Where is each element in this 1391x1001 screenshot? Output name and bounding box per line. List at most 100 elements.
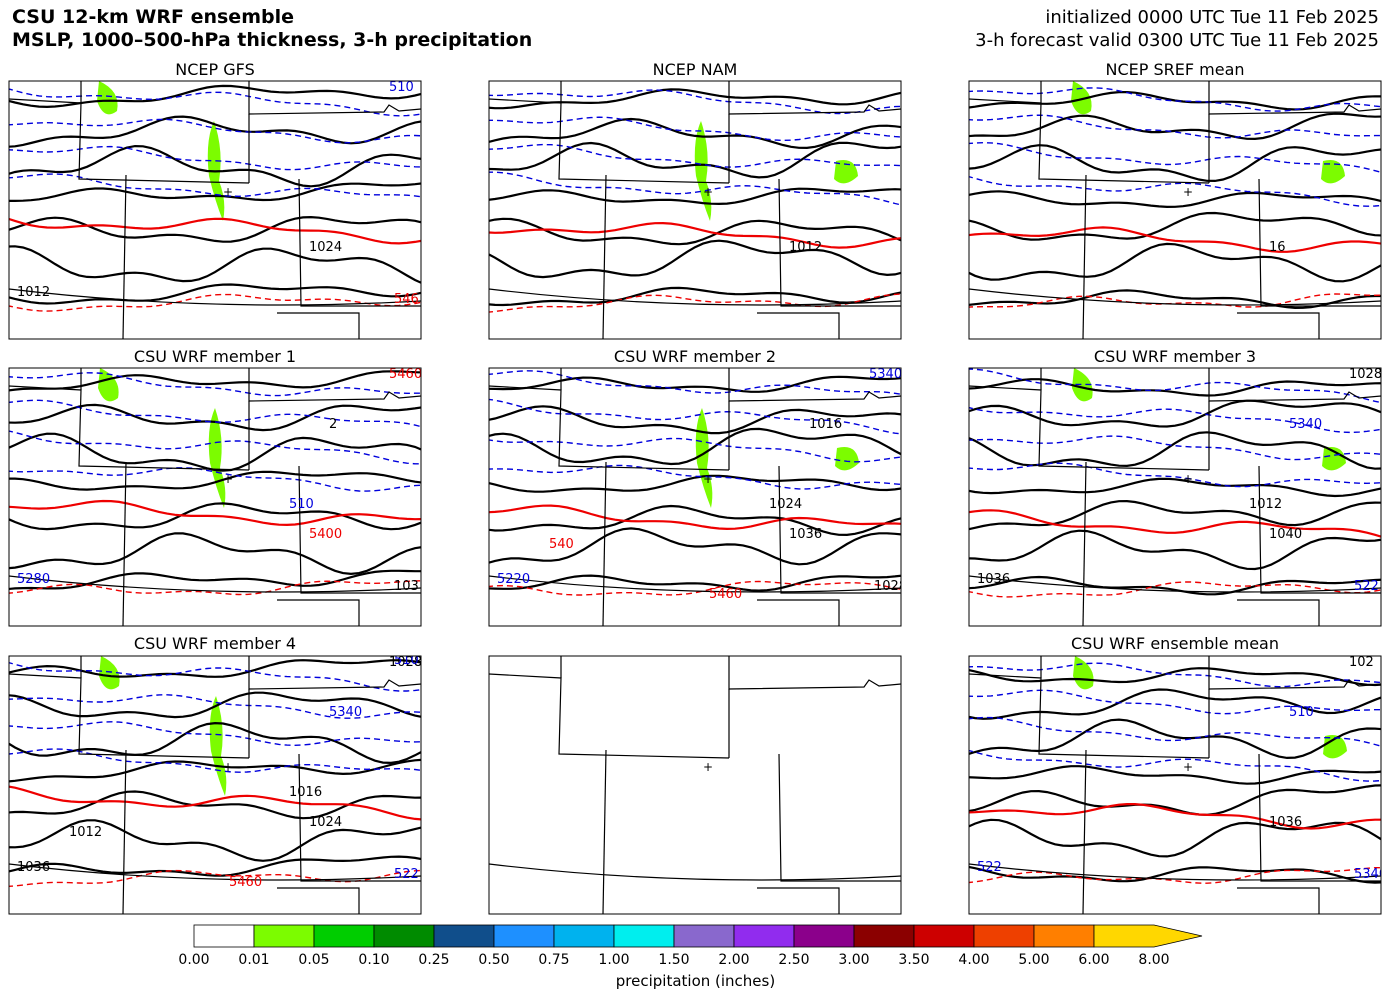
state-border [778,753,901,882]
isobar [9,721,421,765]
isobar [9,215,421,243]
precip-area [694,121,712,221]
state-border [489,385,730,471]
thickness-contour-cold [969,689,1381,715]
isobar [9,758,421,783]
precip-area [98,368,119,402]
panel-frame [8,80,422,340]
isobar [969,242,1381,283]
precip-area [1073,656,1094,690]
contour-label: 510 [1289,705,1314,720]
contour-label: 5340 [869,367,902,382]
state-border [1237,599,1320,626]
precip-area [208,408,226,508]
isobar [969,784,1381,816]
colorbar-swatch [433,924,495,948]
contour-label: 510 [389,80,414,95]
state-border [489,863,901,881]
state-border [9,98,250,184]
state-border [122,749,127,914]
precip-area [97,81,118,115]
state-border [298,753,421,882]
colorbar-tick-label: 0.00 [178,952,210,968]
isobar [489,217,901,246]
isobar [9,432,421,472]
contour-label: 522 [1354,579,1379,594]
valid-time: 3-h forecast valid 0300 UTC Tue 11 Feb 2… [975,30,1379,51]
contour-label: 522 [394,867,419,882]
isobar [489,239,901,279]
colorbar-swatch [193,924,255,948]
isobar [9,569,421,591]
isobar [9,144,421,188]
contour-label: 103 [394,579,419,594]
thickness-contour-warm [969,866,1381,884]
thickness-contour-cold [969,716,1381,747]
contour-label: 1012 [17,285,50,300]
isobar [489,375,901,393]
state-border [728,656,901,690]
colorbar-tick-label: 3.00 [838,952,870,968]
thickness-5400-line [9,499,421,527]
state-border [1258,178,1381,307]
contour-label: 510 [394,653,419,668]
state-border [757,312,840,339]
state-border [969,98,1210,184]
contour-label: 5340 [1289,417,1322,432]
map-content: +1024 1036 522 1028 5340 1016 1012 5460 510 [9,653,421,914]
contour-label: 1028 [1349,367,1382,382]
precip-area [835,447,859,471]
station-marker: + [703,472,713,486]
colorbar-tick-label: 0.50 [478,952,510,968]
contour-label: 1028 [874,579,907,594]
isobar [9,855,421,877]
isobar [969,211,1381,241]
isobar [969,399,1381,428]
precip-area [1071,81,1092,115]
isobar [969,575,1381,596]
colorbar-swatch [1093,924,1203,948]
thickness-contour-cold [9,88,421,117]
colorbar-tick-label: 0.01 [238,952,270,968]
isobar [489,474,901,493]
state-border [1237,312,1320,339]
contour-label: 5460 [389,367,422,382]
map-content: +16 [969,81,1381,339]
colorbar-tick-label: 0.25 [418,952,450,968]
contour-label: 16 [1269,240,1286,255]
map-panel-1: +1024 1012 546 510 [8,80,422,340]
thickness-5400-line [9,217,421,245]
state-border [298,465,421,594]
panel-title-gfs: NCEP GFS [175,60,255,79]
state-border [757,599,840,626]
state-border [9,288,421,306]
state-border [122,174,127,339]
init-time: initialized 0000 UTC Tue 11 Feb 2025 [1045,7,1379,28]
colorbar-tick-label: 0.05 [298,952,330,968]
map-panel-5: +1036 5220 1028 5340 1016 1024 540 5460 [488,367,907,627]
isobar [9,245,421,284]
isobar [969,431,1381,470]
isobar [969,499,1381,531]
state-border [489,673,730,759]
state-border [489,98,730,184]
map-content: +1036 522 5340 102 510 [969,656,1381,914]
colorbar-tick-label: 5.00 [1018,952,1050,968]
map-content: +1024 1012 546 510 [9,80,421,339]
thickness-contour-cold [9,173,421,198]
panel-title-member4: CSU WRF member 4 [133,634,297,653]
panel-title-nam: NCEP NAM [652,60,738,79]
map-content: +1012 [489,81,901,339]
panel-frame [8,367,422,627]
thickness-contour-cold [9,748,421,773]
isobar [9,532,421,576]
isobar [969,529,1381,571]
colorbar-title: precipitation (inches) [615,972,776,990]
thickness-contour-cold [969,368,1381,404]
isobar [489,286,901,307]
isobar [9,790,421,820]
state-border [298,178,421,307]
panel-title-member2: CSU WRF member 2 [613,347,777,366]
thickness-5400-line [969,226,1381,253]
panel-frame [488,655,902,915]
